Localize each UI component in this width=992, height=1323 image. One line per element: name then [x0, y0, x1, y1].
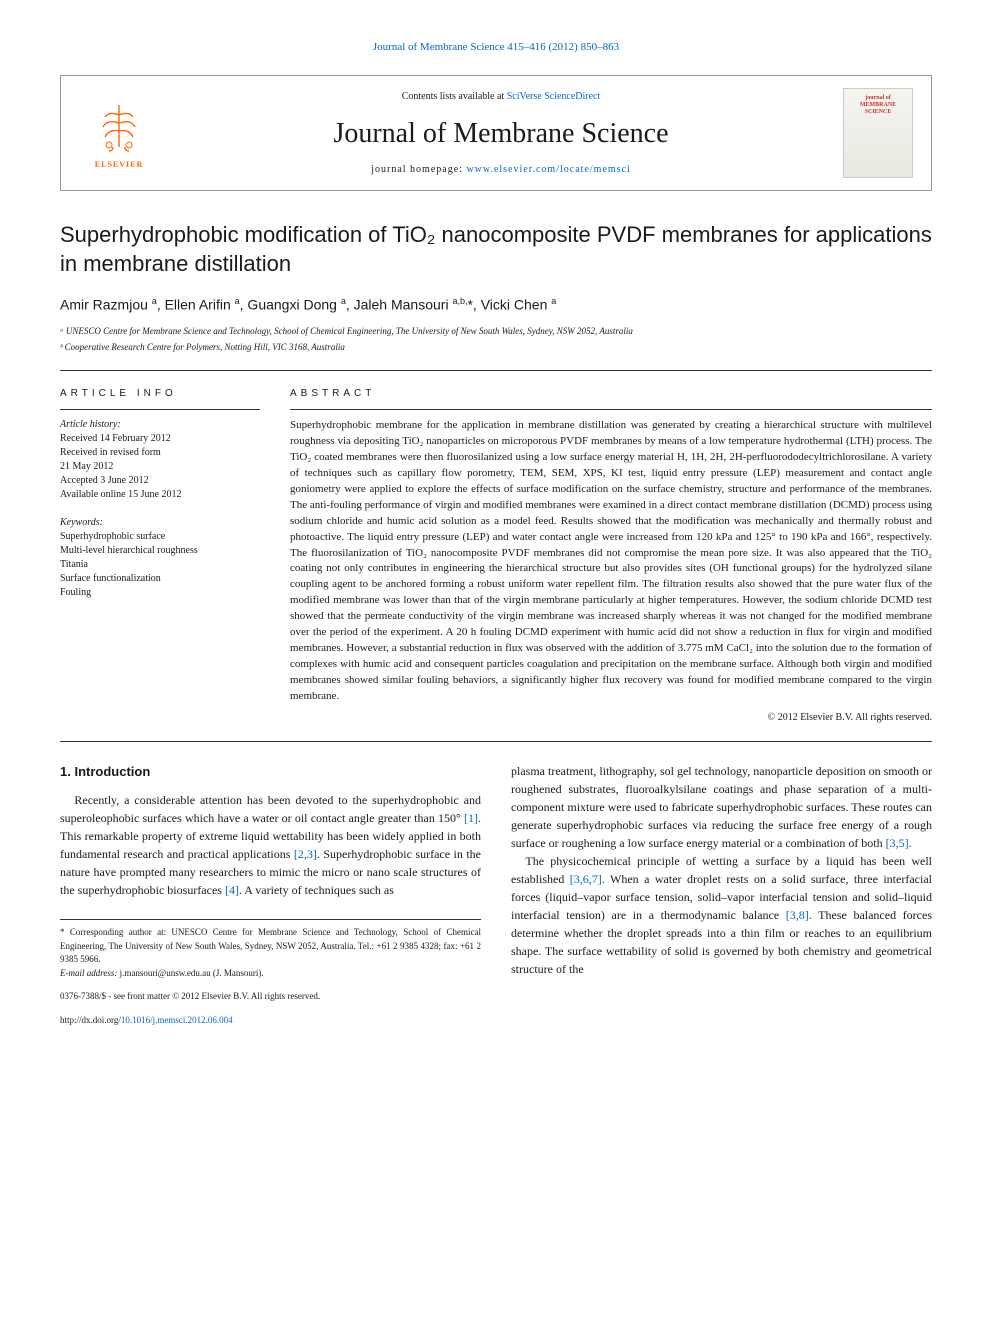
- contents-prefix: Contents lists available at: [402, 91, 507, 102]
- abstract-divider: [290, 409, 932, 410]
- article-history: Article history: Received 14 February 20…: [60, 418, 260, 502]
- keyword-item: Surface functionalization: [60, 572, 260, 586]
- intro-paragraph-2: plasma treatment, lithography, sol gel t…: [511, 762, 932, 852]
- abstract-text: Superhydrophobic membrane for the applic…: [290, 418, 932, 705]
- cover-text-line2: MEMBRANE: [860, 102, 896, 109]
- journal-homepage-line: journal homepage: www.elsevier.com/locat…: [159, 163, 843, 177]
- top-citation: Journal of Membrane Science 415–416 (201…: [60, 40, 932, 55]
- publisher-name: ELSEVIER: [95, 159, 143, 170]
- keyword-item: Superhydrophobic surface: [60, 530, 260, 544]
- abstract-heading: ABSTRACT: [290, 387, 932, 401]
- elsevier-tree-icon: [89, 97, 149, 157]
- divider-bottom: [60, 741, 932, 742]
- abstract-column: ABSTRACT Superhydrophobic membrane for t…: [290, 387, 932, 725]
- contents-available-line: Contents lists available at SciVerse Sci…: [159, 90, 843, 104]
- body-columns: 1. Introduction Recently, a considerable…: [60, 762, 932, 1028]
- citation-link[interactable]: [3,5]: [886, 836, 909, 850]
- intro-paragraph-1: Recently, a considerable attention has b…: [60, 791, 481, 899]
- text-run: .: [909, 836, 912, 850]
- history-line: Received 14 February 2012: [60, 432, 260, 446]
- header-center: Contents lists available at SciVerse Sci…: [159, 90, 843, 177]
- doi-prefix: http://dx.doi.org/: [60, 1015, 121, 1025]
- info-divider: [60, 409, 260, 410]
- citation-link[interactable]: [3,6,7]: [570, 872, 602, 886]
- history-line: Received in revised form: [60, 446, 260, 460]
- email-label: E-mail address:: [60, 968, 120, 978]
- history-label: Article history:: [60, 418, 260, 432]
- sciencedirect-link[interactable]: SciVerse ScienceDirect: [507, 91, 601, 102]
- info-abstract-row: ARTICLE INFO Article history: Received 1…: [60, 387, 932, 725]
- keyword-item: Titania: [60, 558, 260, 572]
- keyword-item: Multi-level hierarchical roughness: [60, 544, 260, 558]
- journal-homepage-link[interactable]: www.elsevier.com/locate/memsci: [466, 164, 630, 175]
- divider-top: [60, 370, 932, 371]
- body-col-left: 1. Introduction Recently, a considerable…: [60, 762, 481, 1028]
- keywords-block: Keywords: Superhydrophobic surface Multi…: [60, 516, 260, 600]
- email-line: E-mail address: j.mansouri@unsw.edu.au (…: [60, 967, 481, 981]
- citation-link[interactable]: [2,3]: [294, 847, 317, 861]
- footnote-block: * Corresponding author at: UNESCO Centre…: [60, 919, 481, 980]
- journal-header-box: ELSEVIER Contents lists available at Sci…: [60, 75, 932, 191]
- issn-line: 0376-7388/$ - see front matter © 2012 El…: [60, 990, 481, 1004]
- citation-link[interactable]: [4]: [225, 883, 239, 897]
- homepage-prefix: journal homepage:: [371, 164, 466, 175]
- affiliation-b: ᵇ Cooperative Research Centre for Polyme…: [60, 341, 932, 354]
- journal-name: Journal of Membrane Science: [159, 114, 843, 153]
- intro-heading: 1. Introduction: [60, 762, 481, 782]
- author-list: Amir Razmjou a, Ellen Arifin a, Guangxi …: [60, 295, 932, 315]
- abstract-copyright: © 2012 Elsevier B.V. All rights reserved…: [290, 711, 932, 725]
- page-container: Journal of Membrane Science 415–416 (201…: [0, 0, 992, 1067]
- keywords-label: Keywords:: [60, 516, 260, 530]
- history-line: Accepted 3 June 2012: [60, 474, 260, 488]
- body-col-right: plasma treatment, lithography, sol gel t…: [511, 762, 932, 1028]
- top-citation-link[interactable]: Journal of Membrane Science 415–416 (201…: [373, 41, 619, 53]
- journal-cover-thumbnail: journal of MEMBRANE SCIENCE: [843, 88, 913, 178]
- article-title: Superhydrophobic modification of TiO₂ na…: [60, 221, 932, 278]
- email-address: j.mansouri@unsw.edu.au (J. Mansouri).: [120, 968, 264, 978]
- cover-text-line1: journal of: [865, 95, 891, 102]
- text-run: plasma treatment, lithography, sol gel t…: [511, 764, 932, 850]
- citation-link[interactable]: [1]: [464, 811, 478, 825]
- article-info-heading: ARTICLE INFO: [60, 387, 260, 401]
- history-line: 21 May 2012: [60, 460, 260, 474]
- cover-text-line3: SCIENCE: [865, 109, 892, 116]
- keyword-item: Fouling: [60, 586, 260, 600]
- intro-paragraph-3: The physicochemical principle of wetting…: [511, 852, 932, 978]
- article-info-column: ARTICLE INFO Article history: Received 1…: [60, 387, 260, 725]
- history-line: Available online 15 June 2012: [60, 488, 260, 502]
- affiliation-a: ᵃ UNESCO Centre for Membrane Science and…: [60, 325, 932, 338]
- citation-link[interactable]: [3,8]: [786, 908, 809, 922]
- doi-link[interactable]: 10.1016/j.memsci.2012.06.004: [121, 1015, 233, 1025]
- publisher-logo: ELSEVIER: [79, 93, 159, 173]
- text-run: . A variety of techniques such as: [239, 883, 394, 897]
- text-run: Recently, a considerable attention has b…: [60, 793, 481, 825]
- corresponding-author-note: * Corresponding author at: UNESCO Centre…: [60, 926, 481, 967]
- doi-line: http://dx.doi.org/10.1016/j.memsci.2012.…: [60, 1014, 481, 1028]
